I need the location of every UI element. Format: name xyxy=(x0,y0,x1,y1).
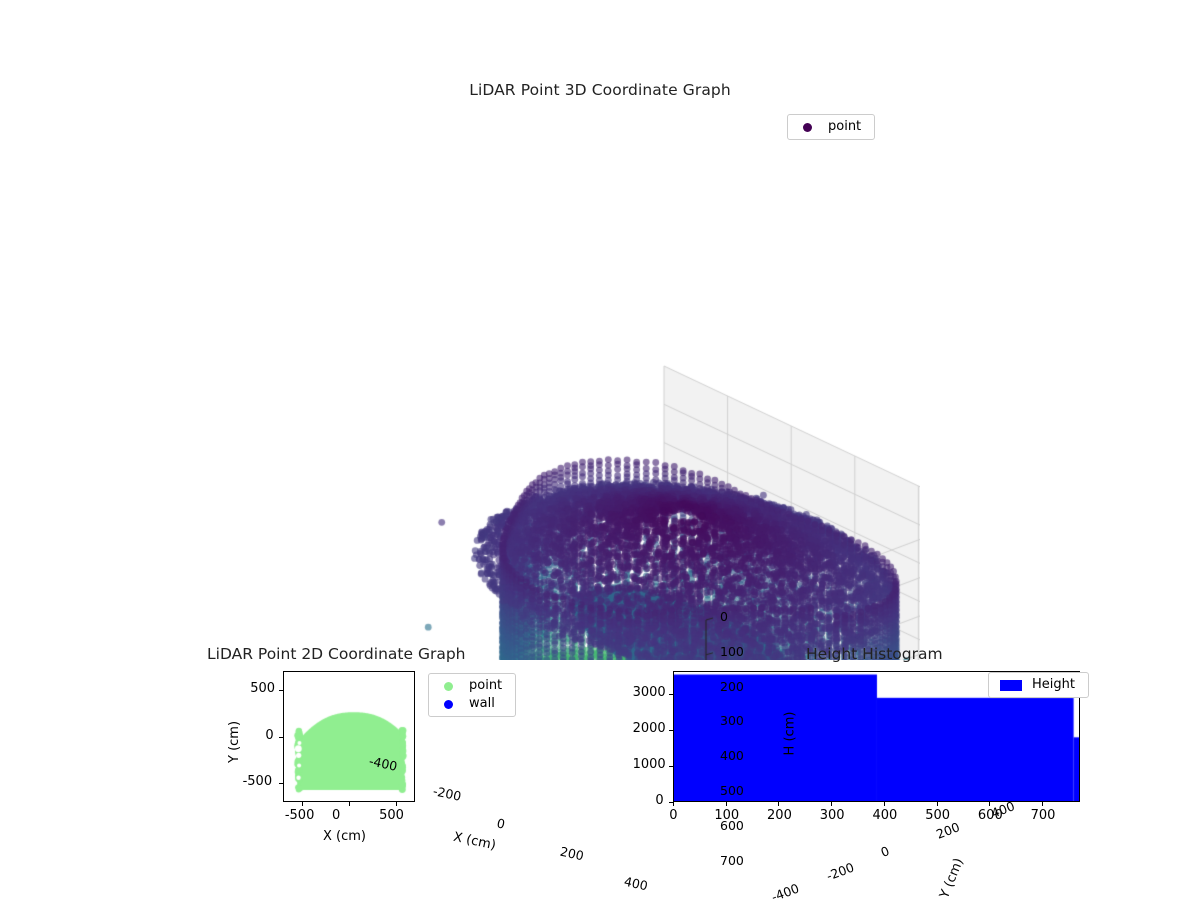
histogram-xtick-1: 100 xyxy=(714,808,740,823)
histogram-legend: Height xyxy=(988,672,1089,698)
histogram-ytickmark-1 xyxy=(669,766,673,768)
scatter3d-zlabel: H (cm) xyxy=(782,711,798,756)
histogram-xtick-3: 300 xyxy=(819,808,845,823)
scatter2d-xtick-1: 0 xyxy=(332,808,341,823)
scatter3d-ztick-5: 500 xyxy=(720,783,744,799)
legend-entry-height: Height xyxy=(996,676,1081,694)
scatter2d-xtickmark-0 xyxy=(301,802,303,806)
scatter3d-ztick-4: 400 xyxy=(720,748,744,764)
scatter3d-xlabel: X (cm) xyxy=(452,829,498,854)
legend-entry-point: point xyxy=(436,677,508,695)
histogram-ytick-3: 3000 xyxy=(632,685,666,701)
scatter2d-legend: point wall xyxy=(428,673,517,717)
histogram-ytick-1: 1000 xyxy=(632,757,666,773)
scatter3d-ztick-3: 300 xyxy=(720,713,744,729)
scatter2d-title: LiDAR Point 2D Coordinate Graph xyxy=(207,645,466,663)
scatter3d-ztick-7: 700 xyxy=(720,852,744,868)
scatter3d-ytick-2: 0 xyxy=(878,842,892,860)
histogram-xtickmark-3 xyxy=(831,802,833,806)
scatter3d-ylabel: Y (cm) xyxy=(936,856,967,901)
scatter3d-xtick-4: 400 xyxy=(622,874,649,894)
scatter2d-xtick-2: 500 xyxy=(379,808,404,823)
height-bar-icon xyxy=(1000,679,1022,691)
histogram-xtickmark-7 xyxy=(1042,802,1044,806)
scatter3d-ytick-1: -200 xyxy=(824,859,856,884)
histogram-title: Height Histogram xyxy=(806,645,943,663)
histogram-xtickmark-6 xyxy=(989,802,991,806)
histogram-xtickmark-1 xyxy=(725,802,727,806)
scatter3d-xtick-2: 0 xyxy=(495,815,507,833)
wall-marker-icon xyxy=(444,699,453,709)
scatter2d-ylabel: Y (cm) xyxy=(227,720,242,763)
scatter2d-ytick-2: 500 xyxy=(250,680,276,696)
point-marker-icon xyxy=(444,681,453,691)
histogram-ytick-0: 0 xyxy=(655,793,664,808)
scatter3d-axes xyxy=(300,140,920,660)
scatter2d-xlabel: X (cm) xyxy=(323,829,366,844)
scatter3d-ztick-2: 200 xyxy=(720,678,744,694)
legend-entry-wall: wall xyxy=(436,695,508,713)
point-marker-icon xyxy=(803,122,812,132)
scatter2d-xtick-0: -500 xyxy=(284,808,315,823)
legend-entry-point: point xyxy=(795,118,867,136)
scatter3d-ztick-0: 0 xyxy=(720,609,728,624)
scatter2d-ytick-0: -500 xyxy=(242,774,273,790)
histogram-xtick-5: 500 xyxy=(925,808,951,823)
scatter2d-xtickmark-2 xyxy=(396,802,398,806)
histogram-ytickmark-2 xyxy=(669,730,673,732)
histogram-xtick-2: 200 xyxy=(767,808,792,823)
histogram-xtick-4: 400 xyxy=(872,808,898,823)
legend-label-point: point xyxy=(469,678,503,693)
histogram-ytickmark-0 xyxy=(669,802,673,803)
legend-label-point: point xyxy=(828,119,862,134)
scatter3d-xtick-3: 200 xyxy=(558,844,586,864)
histogram-ytickmark-3 xyxy=(669,694,673,696)
legend-label-wall: wall xyxy=(469,696,495,711)
histogram-xtick-6: 600 xyxy=(977,808,1003,823)
scatter3d-ztick-6: 600 xyxy=(720,817,744,833)
histogram-xtickmark-4 xyxy=(883,802,885,806)
scatter2d-ytick-1: 0 xyxy=(265,727,274,743)
scatter3d-ytick-0: -400 xyxy=(768,880,801,905)
histogram-xtick-0: 0 xyxy=(669,808,678,823)
scatter3d-legend: point xyxy=(787,114,876,140)
scatter2d-canvas xyxy=(284,672,414,801)
scatter3d-xtick-1: -200 xyxy=(431,783,463,805)
scatter2d-axes xyxy=(283,671,415,802)
scatter2d-ytickmark-2 xyxy=(279,689,283,691)
histogram-ytick-2: 2000 xyxy=(632,721,666,737)
legend-label-height: Height xyxy=(1032,677,1075,692)
scatter3d-canvas xyxy=(300,140,920,660)
scatter2d-ytickmark-1 xyxy=(279,736,283,738)
histogram-xtickmark-0 xyxy=(673,802,674,806)
scatter3d-ztick-1: 100 xyxy=(720,643,744,659)
histogram-xtick-7: 700 xyxy=(1030,808,1056,823)
scatter2d-xtickmark-1 xyxy=(349,802,350,806)
scatter2d-ytickmark-0 xyxy=(279,783,283,785)
histogram-xtickmark-5 xyxy=(936,802,938,806)
histogram-xtickmark-2 xyxy=(778,802,780,806)
scatter3d-title: LiDAR Point 3D Coordinate Graph xyxy=(469,81,731,99)
